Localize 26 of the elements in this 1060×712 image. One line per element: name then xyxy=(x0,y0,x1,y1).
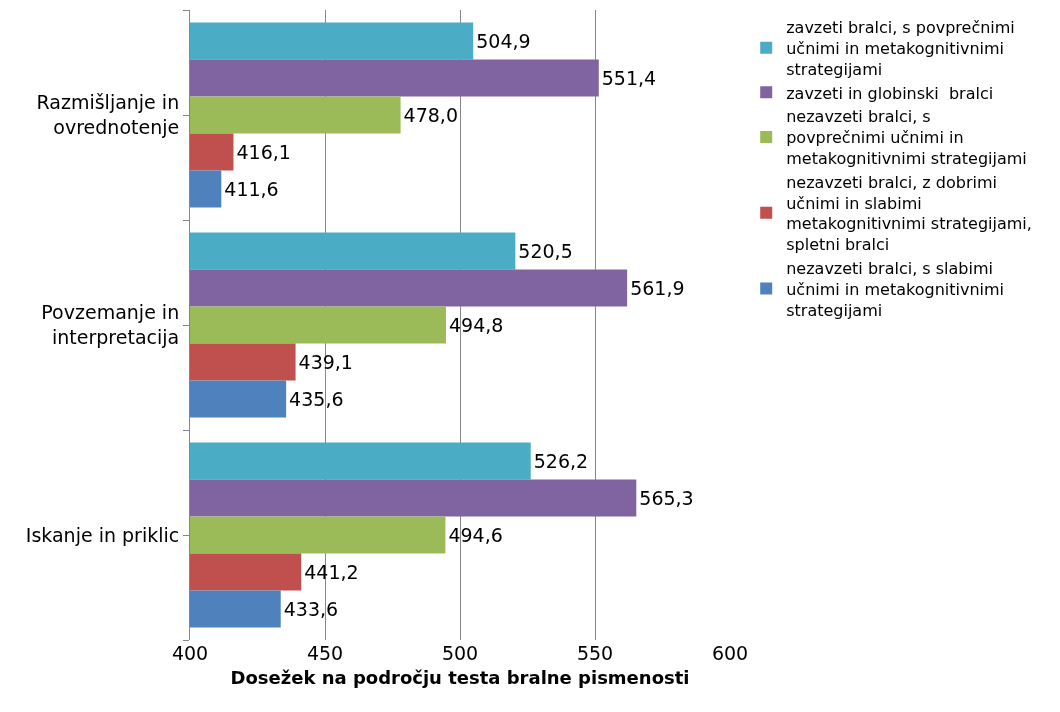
data-label: 441,2 xyxy=(304,560,359,583)
data-label: 520,5 xyxy=(518,240,573,263)
data-label: 526,2 xyxy=(533,450,589,473)
x-axis-title: Dosežek na področju testa bralne pismenosti xyxy=(230,667,690,689)
data-label: 416,1 xyxy=(236,140,291,163)
data-label: 504,9 xyxy=(476,30,531,53)
x-tick-label: 450 xyxy=(306,642,344,664)
x-tick-label: 600 xyxy=(711,642,749,664)
x-tick-label: 550 xyxy=(576,642,614,664)
x-tick-label: 400 xyxy=(171,642,209,664)
legend-label: zavzeti in globinski bralci xyxy=(786,83,994,103)
data-label: 433,6 xyxy=(283,597,339,620)
data-label: 561,9 xyxy=(630,277,685,300)
y-tick-label: Iskanje in priklic xyxy=(25,523,180,546)
data-label: 411,6 xyxy=(224,177,279,200)
y-tick-label: Razmišljanje in ovrednotenje xyxy=(36,91,180,138)
data-label: 551,4 xyxy=(601,67,657,90)
legend-label: nezavzeti bralci, s slabimi učnimi in metakognitivnimi strategijami xyxy=(786,258,1005,320)
data-label: 439,1 xyxy=(298,350,353,373)
y-tick-label: Povzemanje in interpretacija xyxy=(41,301,180,348)
x-tick-label: 500 xyxy=(441,642,479,664)
data-label: 494,8 xyxy=(448,314,504,336)
data-label: 494,6 xyxy=(448,524,503,546)
data-label: 565,3 xyxy=(639,487,694,510)
data-label: 478,0 xyxy=(403,104,459,126)
data-label: 435,6 xyxy=(289,387,344,410)
